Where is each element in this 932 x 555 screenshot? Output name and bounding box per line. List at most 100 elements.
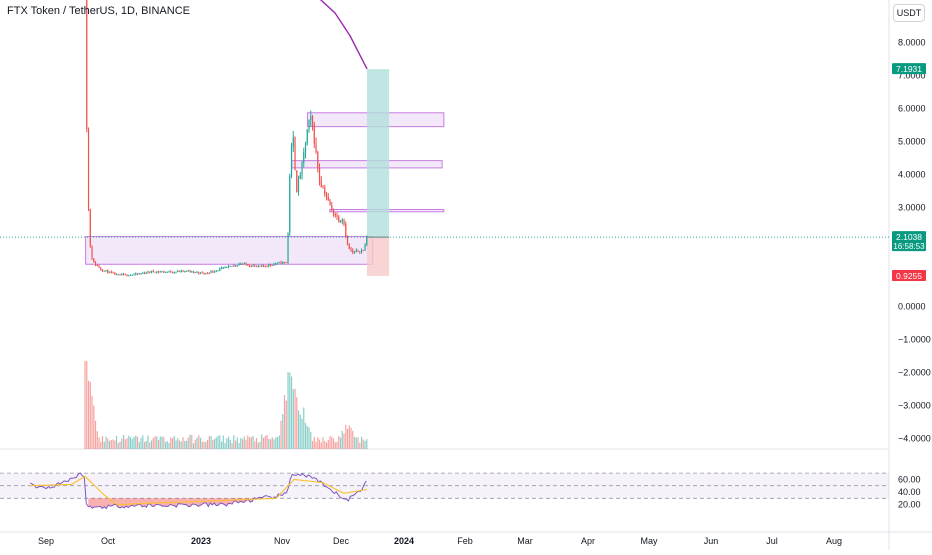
zone-0 <box>85 236 374 265</box>
rsi-tick-label: 40.00 <box>898 487 921 497</box>
candle-body <box>252 265 254 267</box>
candle-body <box>348 245 350 249</box>
candle-body <box>217 270 219 272</box>
time-axis[interactable]: Sep Oct 2023 Nov Dec 2024 Feb Mar Apr May Jun Jul Au… <box>38 536 842 546</box>
volume-bar <box>268 438 270 449</box>
candle-body <box>198 272 200 274</box>
candle <box>303 147 305 168</box>
candle-body <box>329 199 331 206</box>
volume-bar <box>189 434 191 449</box>
volume-bar <box>264 436 266 449</box>
candle <box>271 264 273 266</box>
candle <box>168 270 170 273</box>
candle <box>110 270 112 274</box>
candle <box>317 150 319 173</box>
target-badge-box <box>892 63 926 75</box>
candle <box>206 272 209 275</box>
volume-bar <box>119 441 121 449</box>
candle-body <box>133 274 135 276</box>
price-tick-label: 5.0000 <box>898 137 926 147</box>
price-scale[interactable]: 8.0000 7.0000 6.0000 5.0000 4.0000 3.0000 0.00… <box>898 38 931 444</box>
candle-body <box>117 274 119 276</box>
candle-body <box>136 273 139 275</box>
candle-body <box>177 270 179 272</box>
candle-body <box>163 271 165 273</box>
candle-body <box>325 194 328 198</box>
volume-bar <box>360 436 363 449</box>
candle-body <box>366 236 368 245</box>
candle <box>268 263 270 268</box>
candle-body <box>364 244 366 251</box>
candle-body <box>327 197 329 200</box>
volume-bar <box>138 442 140 449</box>
candle <box>105 269 107 272</box>
volume-bar <box>182 437 184 449</box>
candle <box>220 266 223 270</box>
candle <box>159 270 161 273</box>
volume-bar <box>315 441 317 449</box>
time-label: Sep <box>38 536 54 546</box>
candle-body <box>287 232 289 263</box>
candle-body <box>311 116 314 125</box>
candle-body <box>308 119 310 130</box>
candle <box>171 271 174 274</box>
volume-bar <box>231 443 233 449</box>
candle <box>108 271 111 273</box>
currency-button[interactable]: USDT <box>893 4 925 22</box>
volume-bar <box>303 407 305 449</box>
candle-body <box>154 271 156 273</box>
rsi-scale: 60.00 40.00 20.00 <box>898 474 921 509</box>
volume-bar <box>93 405 95 449</box>
candle <box>157 270 160 274</box>
candle <box>219 267 221 272</box>
volume-bar <box>94 420 97 449</box>
candle-body <box>261 265 263 267</box>
candle-body <box>331 205 333 210</box>
candle <box>166 271 168 273</box>
candle <box>304 141 307 159</box>
volume-bar <box>150 440 153 449</box>
candle-body <box>233 265 235 267</box>
candle <box>150 270 153 274</box>
volume-bar <box>238 442 240 449</box>
volume-bar <box>206 439 209 449</box>
volume-bar <box>173 435 175 449</box>
candle-body <box>171 272 174 274</box>
volume-bar <box>317 437 319 449</box>
position-tool[interactable] <box>366 69 390 276</box>
candle <box>287 232 289 265</box>
candle-body <box>220 267 223 269</box>
candle-body <box>227 265 230 267</box>
volume-bar <box>128 435 130 449</box>
volume-bar <box>310 432 312 449</box>
volume-bar <box>98 437 100 449</box>
candle <box>313 121 315 149</box>
candle <box>224 266 226 269</box>
symbol-title[interactable]: FTX Token / TetherUS, 1D, BINANCE <box>7 5 190 17</box>
candle-body <box>269 264 272 266</box>
time-label: Nov <box>274 536 291 546</box>
volume-bar <box>233 435 235 449</box>
candle-body <box>93 258 95 263</box>
candle-body <box>324 188 326 195</box>
candle-body <box>343 219 345 224</box>
volume-bar <box>140 437 142 449</box>
candle-body <box>206 273 209 275</box>
candle <box>121 273 123 276</box>
candle-body <box>164 271 167 273</box>
volume-bar <box>108 440 111 449</box>
candle-body <box>178 270 181 272</box>
volume-bar <box>318 439 321 449</box>
candle <box>143 271 146 275</box>
candle-body <box>175 271 177 273</box>
candle <box>334 212 336 218</box>
candle <box>318 163 321 186</box>
volume-bar <box>114 440 116 449</box>
candle-body <box>318 167 321 181</box>
candle-body <box>262 265 265 267</box>
candle-body <box>285 262 287 264</box>
candle-body <box>297 178 300 193</box>
time-label: Mar <box>517 536 533 546</box>
price-tick-label: 6.0000 <box>898 104 926 114</box>
